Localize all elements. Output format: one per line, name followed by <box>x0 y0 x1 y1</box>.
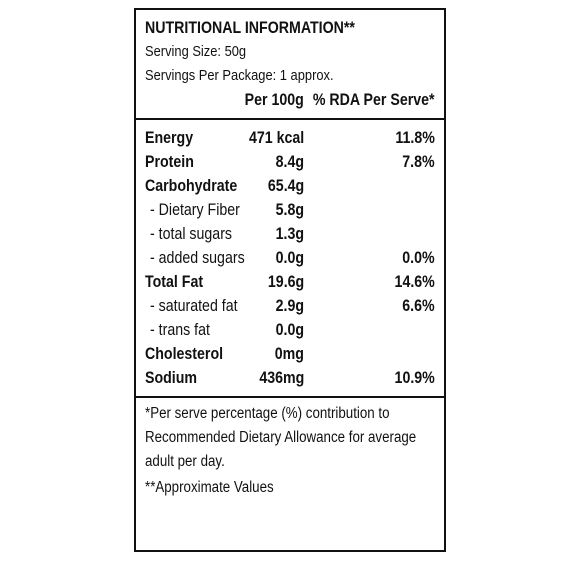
per100g-value: 65.4g <box>267 177 304 195</box>
nutrient-name: - Dietary Fiber <box>150 201 240 219</box>
column-header-per100g: Per 100g <box>244 91 304 109</box>
footnote-line: adult per day. <box>145 453 225 470</box>
nutrient-row-protein: Protein 8.4g 7.8% <box>136 150 444 174</box>
per100g-value: 0mg <box>274 345 304 363</box>
rda-value: 11.8% <box>395 129 435 147</box>
per100g-value: 1.3g <box>275 225 304 243</box>
rda-value: 14.6% <box>394 273 435 291</box>
nutrient-name: Protein <box>145 153 194 171</box>
nutrient-name: Cholesterol <box>145 345 224 363</box>
nutrition-facts-panel: NUTRITIONAL INFORMATION** Serving Size: … <box>134 8 446 552</box>
nutrient-name: Total Fat <box>145 273 204 291</box>
footer-divider <box>136 396 444 398</box>
nutrient-row-carbohydrate: Carbohydrate 65.4g <box>136 174 444 198</box>
rda-value: 10.9% <box>394 369 435 387</box>
servings-per-package: Servings Per Package: 1 approx. <box>145 67 334 84</box>
nutrient-name: - total sugars <box>150 225 233 243</box>
nutrient-row-sodium: Sodium 436mg 10.9% <box>136 366 444 390</box>
nutrient-name: - added sugars <box>150 249 245 267</box>
per100g-value: 8.4g <box>275 153 304 171</box>
per100g-value: 0.0g <box>275 249 304 267</box>
nutrient-row-added-sugars: - added sugars 0.0g 0.0% <box>136 246 444 270</box>
nutrient-name: Sodium <box>145 369 198 387</box>
nutrient-row-dietary-fiber: - Dietary Fiber 5.8g <box>136 198 444 222</box>
footnote-line: Recommended Dietary Allowance for averag… <box>145 429 417 446</box>
rda-value: 6.6% <box>402 297 435 315</box>
nutrient-row-saturated-fat: - saturated fat 2.9g 6.6% <box>136 294 444 318</box>
footnote-line: **Approximate Values <box>145 479 274 496</box>
per100g-value: 5.8g <box>275 201 304 219</box>
rda-value: 7.8% <box>402 153 435 171</box>
header-divider <box>136 118 444 120</box>
nutrient-name: Energy <box>145 129 194 147</box>
per100g-value: 436mg <box>259 369 304 387</box>
nutrient-row-energy: Energy 471 kcal 11.8% <box>136 126 444 150</box>
nutrient-name: - saturated fat <box>150 297 238 315</box>
per100g-value: 19.6g <box>267 273 304 291</box>
nutrient-row-trans-fat: - trans fat 0.0g <box>136 318 444 342</box>
nutrient-name: - trans fat <box>150 321 210 339</box>
serving-size: Serving Size: 50g <box>145 43 247 60</box>
footnote-line: *Per serve percentage (%) contribution t… <box>145 405 390 422</box>
per100g-value: 0.0g <box>275 321 304 339</box>
per100g-value: 471 kcal <box>248 129 304 147</box>
nutrient-row-total-fat: Total Fat 19.6g 14.6% <box>136 270 444 294</box>
nutrient-name: Carbohydrate <box>145 177 238 195</box>
per100g-value: 2.9g <box>275 297 304 315</box>
rda-value: 0.0% <box>402 249 435 267</box>
column-header-rda: % RDA Per Serve* <box>313 91 435 109</box>
nutrient-row-cholesterol: Cholesterol 0mg <box>136 342 444 366</box>
nutrient-row-total-sugars: - total sugars 1.3g <box>136 222 444 246</box>
panel-title: NUTRITIONAL INFORMATION** <box>145 19 355 37</box>
